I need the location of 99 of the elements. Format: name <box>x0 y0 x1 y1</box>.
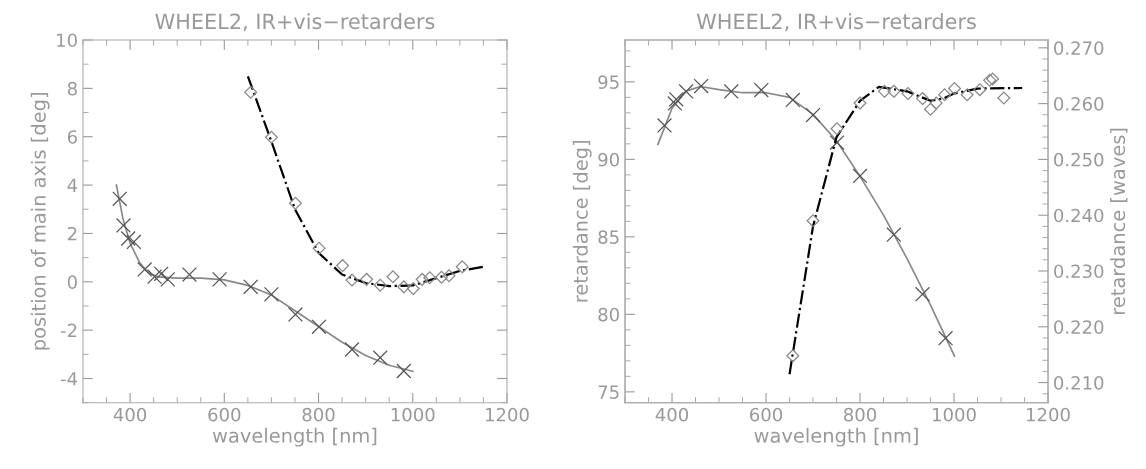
point <box>244 85 258 99</box>
y2-tick-label: 0.210 <box>1054 376 1104 390</box>
point <box>667 95 683 111</box>
point <box>830 122 844 136</box>
point <box>288 196 302 210</box>
point <box>287 306 304 323</box>
point <box>656 117 673 133</box>
point <box>442 269 456 283</box>
point <box>997 91 1011 105</box>
point <box>153 266 169 282</box>
point <box>344 341 360 358</box>
x-axis-title: wavelength [nm] <box>212 427 377 447</box>
point <box>929 96 943 110</box>
point <box>137 261 153 278</box>
point <box>852 168 868 184</box>
point <box>947 82 962 96</box>
point <box>937 330 954 346</box>
point <box>914 286 931 302</box>
point <box>723 83 739 100</box>
point <box>938 88 952 102</box>
y-tick-label: 90 <box>598 152 619 167</box>
y-axis-title: position of main axis [deg] <box>30 93 50 350</box>
point <box>877 84 891 98</box>
point <box>264 130 278 144</box>
point <box>115 217 132 234</box>
y-tick-label: 8 <box>67 81 77 96</box>
y2-tick-label: 0.270 <box>1054 41 1104 55</box>
y2-tick-label: 0.220 <box>1054 320 1104 334</box>
point <box>181 266 198 283</box>
y-tick-label: 85 <box>598 230 619 244</box>
point <box>243 279 259 295</box>
point <box>336 259 350 273</box>
point <box>886 227 902 243</box>
point <box>786 349 800 363</box>
point <box>916 92 930 106</box>
x-tick-label: 1200 <box>486 407 529 422</box>
x-axis-title: wavelength [nm] <box>754 427 918 447</box>
chart-title: WHEEL2, IR+vis−retarders <box>696 13 976 32</box>
y-tick-label: 4 <box>67 178 78 192</box>
point <box>693 78 709 94</box>
point <box>312 241 326 255</box>
x-tick-label: 800 <box>844 407 877 422</box>
y-tick-label: 95 <box>598 75 619 89</box>
point <box>212 271 228 287</box>
line-series <box>657 85 956 358</box>
point <box>805 107 821 123</box>
y-tick-label: 10 <box>57 33 77 48</box>
point <box>668 91 684 107</box>
point <box>973 83 987 97</box>
point <box>397 280 411 294</box>
point <box>455 260 469 274</box>
point <box>406 282 420 296</box>
y-tick-label: -4 <box>60 372 78 386</box>
point <box>360 272 374 286</box>
y-tick-label: 6 <box>67 130 77 144</box>
x-tick-label: 600 <box>750 407 783 422</box>
y-tick-label: 75 <box>598 385 619 399</box>
point <box>373 278 387 292</box>
line-series <box>115 184 414 373</box>
x-tick-label: 1200 <box>1027 407 1070 422</box>
x-tick-label: 1000 <box>933 407 976 422</box>
point <box>924 102 938 116</box>
point <box>263 286 279 302</box>
chart-title: WHEEL2, IR+vis−retarders <box>155 13 435 32</box>
x-tick-label: 800 <box>302 407 335 422</box>
y-tick-label: 0 <box>67 275 77 289</box>
point <box>415 272 429 286</box>
y2-tick-label: 0.240 <box>1054 208 1104 223</box>
point <box>112 191 128 207</box>
point <box>311 319 327 335</box>
y-tick-label: 80 <box>598 307 619 322</box>
point <box>829 135 845 151</box>
y2-tick-label: 0.260 <box>1054 97 1104 111</box>
x-tick-label: 1000 <box>391 407 435 422</box>
x-tick-label: 600 <box>208 407 241 422</box>
y2-tick-label: 0.250 <box>1054 152 1104 167</box>
point <box>345 273 359 287</box>
point <box>806 214 820 228</box>
x-tick-label: 400 <box>655 407 689 422</box>
point <box>120 230 136 247</box>
point <box>887 84 901 98</box>
y-tick-label: 2 <box>67 226 77 241</box>
y2-axis-title: retardance [waves] <box>1110 128 1128 314</box>
point <box>678 83 694 100</box>
point <box>753 82 769 98</box>
point <box>785 92 801 108</box>
point <box>423 271 437 285</box>
point <box>853 96 867 110</box>
point <box>434 270 449 284</box>
point <box>126 234 142 250</box>
y-tick-label: -2 <box>60 323 77 338</box>
point <box>960 88 974 102</box>
point <box>386 270 400 284</box>
point <box>901 87 915 101</box>
y2-tick-label: 0.230 <box>1054 264 1104 279</box>
point <box>372 350 388 366</box>
point <box>396 363 412 379</box>
x-tick-label: 400 <box>113 407 147 422</box>
y-axis-title: retardance [deg] <box>572 141 592 302</box>
